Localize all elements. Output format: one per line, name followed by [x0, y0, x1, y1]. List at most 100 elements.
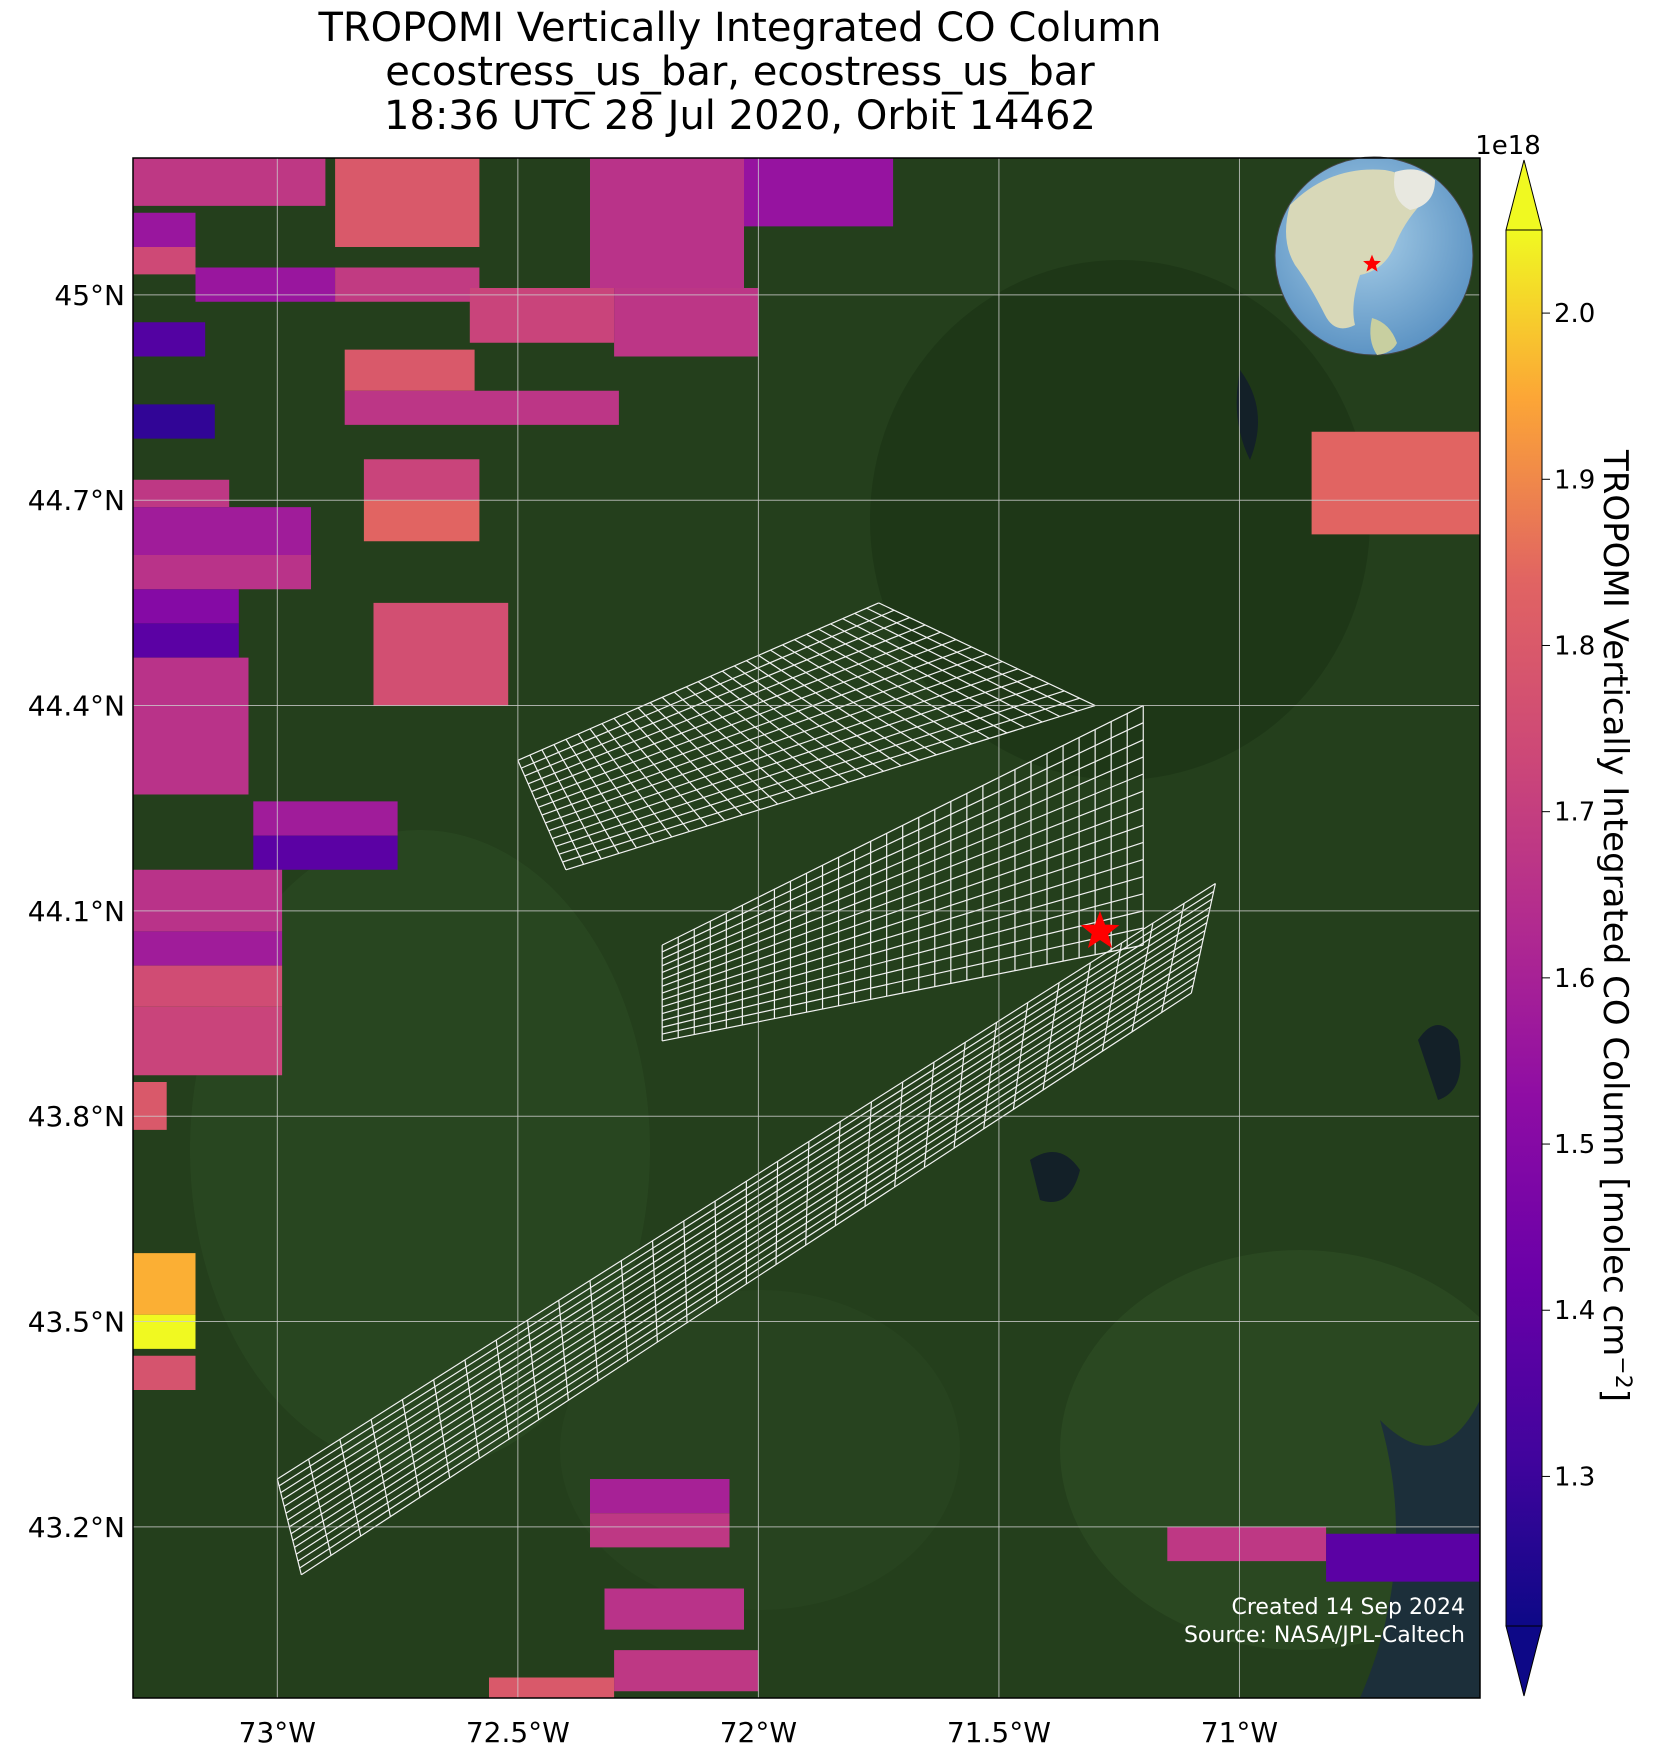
colorbar-tick-label: 1.9: [1554, 465, 1595, 495]
swath-line: [1190, 883, 1216, 994]
co-pixel: [133, 322, 206, 357]
swath-line: [292, 953, 1201, 1542]
swath-line: [531, 631, 941, 793]
co-pixel: [1326, 1533, 1480, 1582]
swath-line: [662, 910, 1144, 1028]
title-line-3: 18:36 UTC 28 Jul 2020, Orbit 14462: [384, 93, 1096, 139]
swath-line: [661, 739, 1144, 960]
co-pixel: [590, 1479, 730, 1514]
globe-location-star-icon: [1363, 254, 1381, 272]
swath-line: [662, 944, 1144, 1042]
co-pixel: [133, 657, 249, 795]
co-pixel: [133, 589, 239, 624]
co-pixel: [590, 1513, 730, 1548]
colorbar-tick-label: 1.6: [1554, 964, 1595, 994]
co-pixel: [133, 158, 326, 206]
swath-line: [562, 697, 1080, 863]
swath-line: [297, 976, 1196, 1562]
site-star: [1080, 910, 1120, 948]
swath-line: [662, 927, 1144, 1035]
lat-tick-label: 45°N: [54, 279, 125, 312]
swath-line: [278, 890, 1215, 1487]
lon-tick-label: 73°W: [239, 1716, 316, 1748]
swath-line: [538, 646, 972, 808]
colorbar-tick-label: 1.5: [1554, 1130, 1595, 1160]
title-line-1: TROPOMI Vertically Integrated CO Column: [318, 5, 1162, 51]
colorbar-label-close: ]: [1595, 1389, 1635, 1402]
swath-line: [521, 609, 895, 769]
globe-land-north-america: [1286, 169, 1425, 329]
co-pixel: [133, 479, 230, 508]
swath-line: [283, 914, 1209, 1507]
co-pixel: [133, 869, 283, 932]
co-pixel: [133, 1253, 196, 1315]
colorbar-body: [1505, 229, 1543, 1627]
co-pixel: [195, 267, 336, 302]
lat-tick-label: 43.8°N: [28, 1100, 125, 1133]
colorbar-tick-label: 1.4: [1554, 1296, 1595, 1326]
co-pixel: [344, 390, 619, 425]
swath-line: [282, 906, 1211, 1501]
co-pixel: [363, 459, 480, 501]
swath-line: [276, 883, 1216, 1480]
globe-land-south-america: [1370, 318, 1397, 355]
co-pixel: [335, 267, 480, 302]
co-pixel: [604, 1588, 744, 1630]
swath-line: [289, 937, 1204, 1528]
swath-line: [524, 617, 910, 777]
swath-line: [662, 876, 1144, 1015]
credit-source: Source: NASA/JPL-Caltech: [1183, 1623, 1465, 1648]
swath-line: [299, 984, 1194, 1569]
colorbar-label-exp: −2: [1610, 1356, 1635, 1388]
co-pixel: [363, 500, 480, 542]
lon-tick-label: 72.5°W: [466, 1716, 570, 1748]
co-pixel: [590, 158, 744, 288]
swath-line: [661, 841, 1144, 1001]
lon-tick-labels: 73°W 72.5°W 72°W 71.5°W 71°W: [239, 1716, 1278, 1748]
swath-line: [280, 898, 1213, 1494]
lat-tick-label: 44.4°N: [28, 690, 125, 723]
swath-line: [301, 992, 1192, 1576]
swath-line: [558, 690, 1065, 855]
co-pixel: [133, 404, 215, 439]
swath-line: [517, 602, 879, 761]
globe-land-greenland: [1394, 169, 1435, 210]
co-pixel: [133, 212, 196, 247]
inset-globe: [1274, 156, 1474, 356]
swath-grid: [517, 602, 1096, 871]
co-pixel: [133, 507, 311, 555]
colorbar: 1.3 1.4 1.5 1.6 1.7 1.8 1.9 2.0 1e18 TROPOMI Ve…: [1475, 131, 1635, 1697]
co-pixel: [133, 1355, 196, 1390]
gridlines: [133, 158, 1480, 1698]
swath-line: [661, 722, 1144, 953]
colorbar-tick-label: 1.3: [1554, 1462, 1595, 1492]
lon-tick-label: 71°W: [1201, 1716, 1278, 1748]
colorbar-label: TROPOMI Vertically Integrated CO Column …: [1595, 449, 1635, 1402]
site-star-icon: [1080, 910, 1120, 948]
lat-tick-labels: 45°N 44.7°N 44.4°N 44.1°N 43.8°N 43.5°N 43.2°N: [28, 279, 125, 1544]
co-pixel: [133, 1314, 196, 1349]
colorbar-extend-min: [1505, 1625, 1543, 1697]
co-pixel: [744, 158, 894, 227]
co-pixel: [133, 247, 196, 275]
colorbar-tick-label: 2.0: [1554, 299, 1595, 329]
swath-grid: [276, 883, 1216, 1576]
co-pixel: [133, 931, 283, 966]
swath-line: [527, 624, 926, 785]
co-pixel: [469, 288, 615, 343]
swath-line: [661, 773, 1144, 974]
lat-tick-label: 43.2°N: [28, 1511, 125, 1544]
swath-line: [662, 858, 1144, 1008]
swath-line: [552, 675, 1034, 840]
swath-line: [545, 660, 1003, 824]
swath-line: [287, 929, 1206, 1521]
colorbar-multiplier: 1e18: [1475, 131, 1541, 161]
co-pixels: [133, 158, 1480, 1698]
map-area[interactable]: [132, 156, 1540, 1699]
swath-line: [661, 790, 1144, 980]
swath-line: [661, 807, 1144, 987]
colorbar-label-main: TROPOMI Vertically Integrated CO Column …: [1595, 449, 1635, 1356]
co-pixel: [1167, 1526, 1327, 1562]
swath-line: [565, 704, 1096, 871]
